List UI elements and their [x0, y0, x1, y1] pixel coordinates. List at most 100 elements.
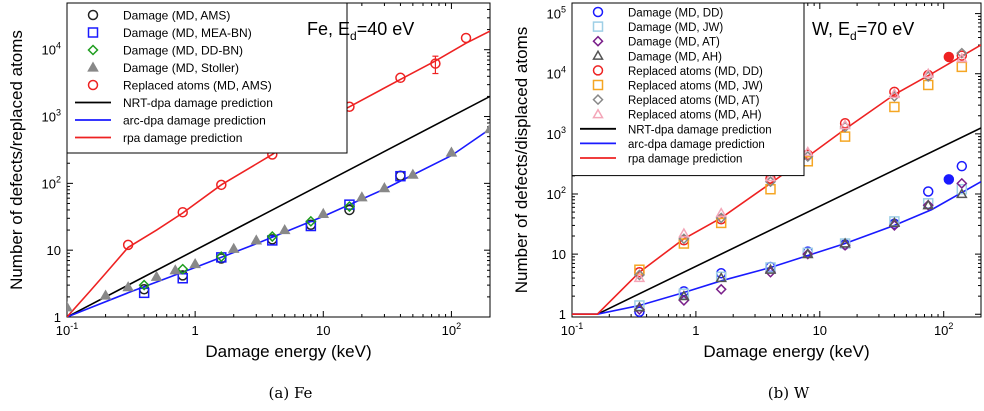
point-replaced-atoms-md-ams [430, 58, 441, 69]
legend-label: rpa damage prediction [123, 131, 242, 145]
x-tick-label: 1 [692, 323, 699, 338]
legend-item: Replaced atoms (MD, AMS) [87, 79, 272, 93]
point-replaced-atoms-md-at [633, 269, 645, 281]
point-replaced-atoms-md-ah [888, 87, 901, 99]
point-damage-md-dd-bn [138, 279, 150, 291]
point-damage-md-dd [634, 306, 645, 317]
legend-item: arc-dpa damage prediction [580, 139, 765, 151]
point-damage-md-ah [888, 216, 901, 228]
legend-item: Damage (MD, JW) [592, 21, 723, 34]
legend-label: Damage (MD, Stoller) [123, 61, 239, 75]
point-damage-md-ah [633, 301, 646, 312]
x-tick-label: 10-1 [56, 321, 78, 338]
legend-label: Replaced atoms (MD, DD) [628, 66, 763, 78]
legend-marker-triangle [592, 49, 604, 60]
point-damage-md-ah [715, 272, 727, 283]
point-damage-md-dd-bn [177, 263, 189, 275]
point-replaced-atoms-md-ams [122, 239, 134, 251]
point-damage-md-jw [765, 262, 776, 273]
y-tick-label: 102 [547, 185, 566, 202]
legend-marker-diamond [592, 94, 604, 106]
point-damage-md-mea-bn [344, 199, 355, 210]
legend-box [571, 2, 805, 177]
y-tick-label: 10 [552, 247, 566, 262]
point-damage-md-ah [802, 248, 814, 259]
legend-marker-square [87, 27, 99, 38]
point-replaced-atoms-md-ah [802, 145, 814, 157]
point-damage-md-jw [634, 300, 645, 311]
legend-marker-triangle-filled [87, 61, 99, 72]
legend-item: Damage (MD, MEA-BN) [87, 26, 252, 40]
series-line-nrt-dpa-damage-prediction [67, 95, 490, 317]
point-damage-md-stoller [150, 270, 163, 281]
legend-marker-diamond [87, 44, 99, 56]
point-damage-md-jw [678, 288, 690, 299]
point-damage-md-jw [956, 183, 968, 195]
legend-marker-circle [87, 79, 99, 91]
legend-marker-circle [592, 65, 604, 76]
point-replaced-atoms-md-ams [216, 179, 227, 191]
x-tick-label: 10-1 [561, 321, 583, 338]
point-damage-md-ams [344, 204, 355, 216]
legend-marker-square [592, 21, 604, 32]
legend-marker-square [592, 79, 604, 91]
legend-item: rpa damage prediction [580, 154, 742, 166]
point-damage-md-jw [922, 198, 934, 209]
panel-condition-label: Fe, Ed=40 eV [307, 19, 414, 43]
point-replaced-atoms-md-ah [678, 227, 690, 238]
legend: Damage (MD, DD) Damage (MD, JW) Damage (MD… [571, 2, 805, 177]
point-replaced-atoms-md-ah [633, 272, 646, 283]
x-tick-label: 102 [442, 321, 461, 338]
legend: Damage (MD, AMS) Damage (MD, MEA-BN) Damag… [66, 2, 348, 154]
legend-label: Damage (MD, DD-BN) [123, 44, 243, 58]
point-damage-md-ah [678, 290, 690, 301]
y-axis-label: Number of defects/replaced atoms [7, 30, 26, 290]
figure-caption: (b) W [768, 384, 810, 402]
point-damage-md-mea-bn [267, 235, 278, 246]
legend-label: Damage (MD, AH) [628, 51, 722, 63]
point-damage-md-mea-bn [138, 287, 150, 299]
legend-marker-circle [87, 9, 99, 21]
y-tick-label: 102 [42, 174, 61, 191]
point-damage-md-ah [922, 199, 935, 210]
legend-item: Damage (MD, AMS) [87, 9, 230, 23]
figure-caption: (a) Fe [269, 384, 313, 402]
legend-item: Replaced atoms (MD, DD) [592, 65, 763, 78]
legend-item: Replaced atoms (MD, AH) [592, 108, 762, 122]
point-damage-md-stoller [445, 146, 458, 157]
point-replaced-atoms-md-ah [764, 171, 777, 182]
point-damage-md-stoller [317, 207, 330, 218]
series-line-arc-dpa-damage-prediction [572, 181, 981, 316]
legend-box [66, 2, 348, 154]
point-damage-md-at [956, 177, 968, 189]
point-replaced-atoms-md-jw [678, 238, 690, 249]
point-replaced-atoms-md-dd [889, 86, 900, 98]
x-tick-label: 10 [813, 323, 827, 338]
legend-label: NRT-dpa damage prediction [123, 96, 273, 110]
y-tick-label: 105 [547, 5, 566, 22]
y-tick-label: 104 [42, 41, 61, 58]
point-replaced-atoms-md-jw [765, 183, 776, 195]
legend-label: Replaced atoms (MD, AH) [628, 110, 762, 122]
point-damage-md-dd-solid [943, 174, 955, 185]
y-tick-label: 1 [54, 310, 61, 325]
series-line-rpa-damage-prediction [67, 30, 490, 317]
point-damage-md-mea-bn [305, 220, 317, 232]
point-replaced-atoms-md-jw [715, 217, 727, 229]
point-damage-md-stoller [67, 301, 73, 312]
x-axis-label: Damage energy (keV) [205, 342, 371, 361]
point-replaced-atoms-md-ams [177, 206, 188, 218]
point-damage-md-stoller [378, 182, 391, 193]
legend-label: Damage (MD, AMS) [123, 9, 230, 23]
point-replaced-atoms-md-ams [395, 72, 406, 84]
y-tick-label: 1 [559, 307, 566, 322]
point-replaced-atoms-md-dd [956, 50, 968, 61]
point-damage-md-stoller [227, 242, 240, 253]
point-damage-md-stoller [189, 258, 201, 269]
point-damage-md-stoller [356, 191, 368, 202]
legend-item: arc-dpa damage prediction [75, 114, 266, 128]
point-replaced-atoms-md-ah [956, 52, 968, 63]
plot-area [572, 44, 981, 317]
legend-label: Damage (MD, JW) [628, 22, 723, 34]
